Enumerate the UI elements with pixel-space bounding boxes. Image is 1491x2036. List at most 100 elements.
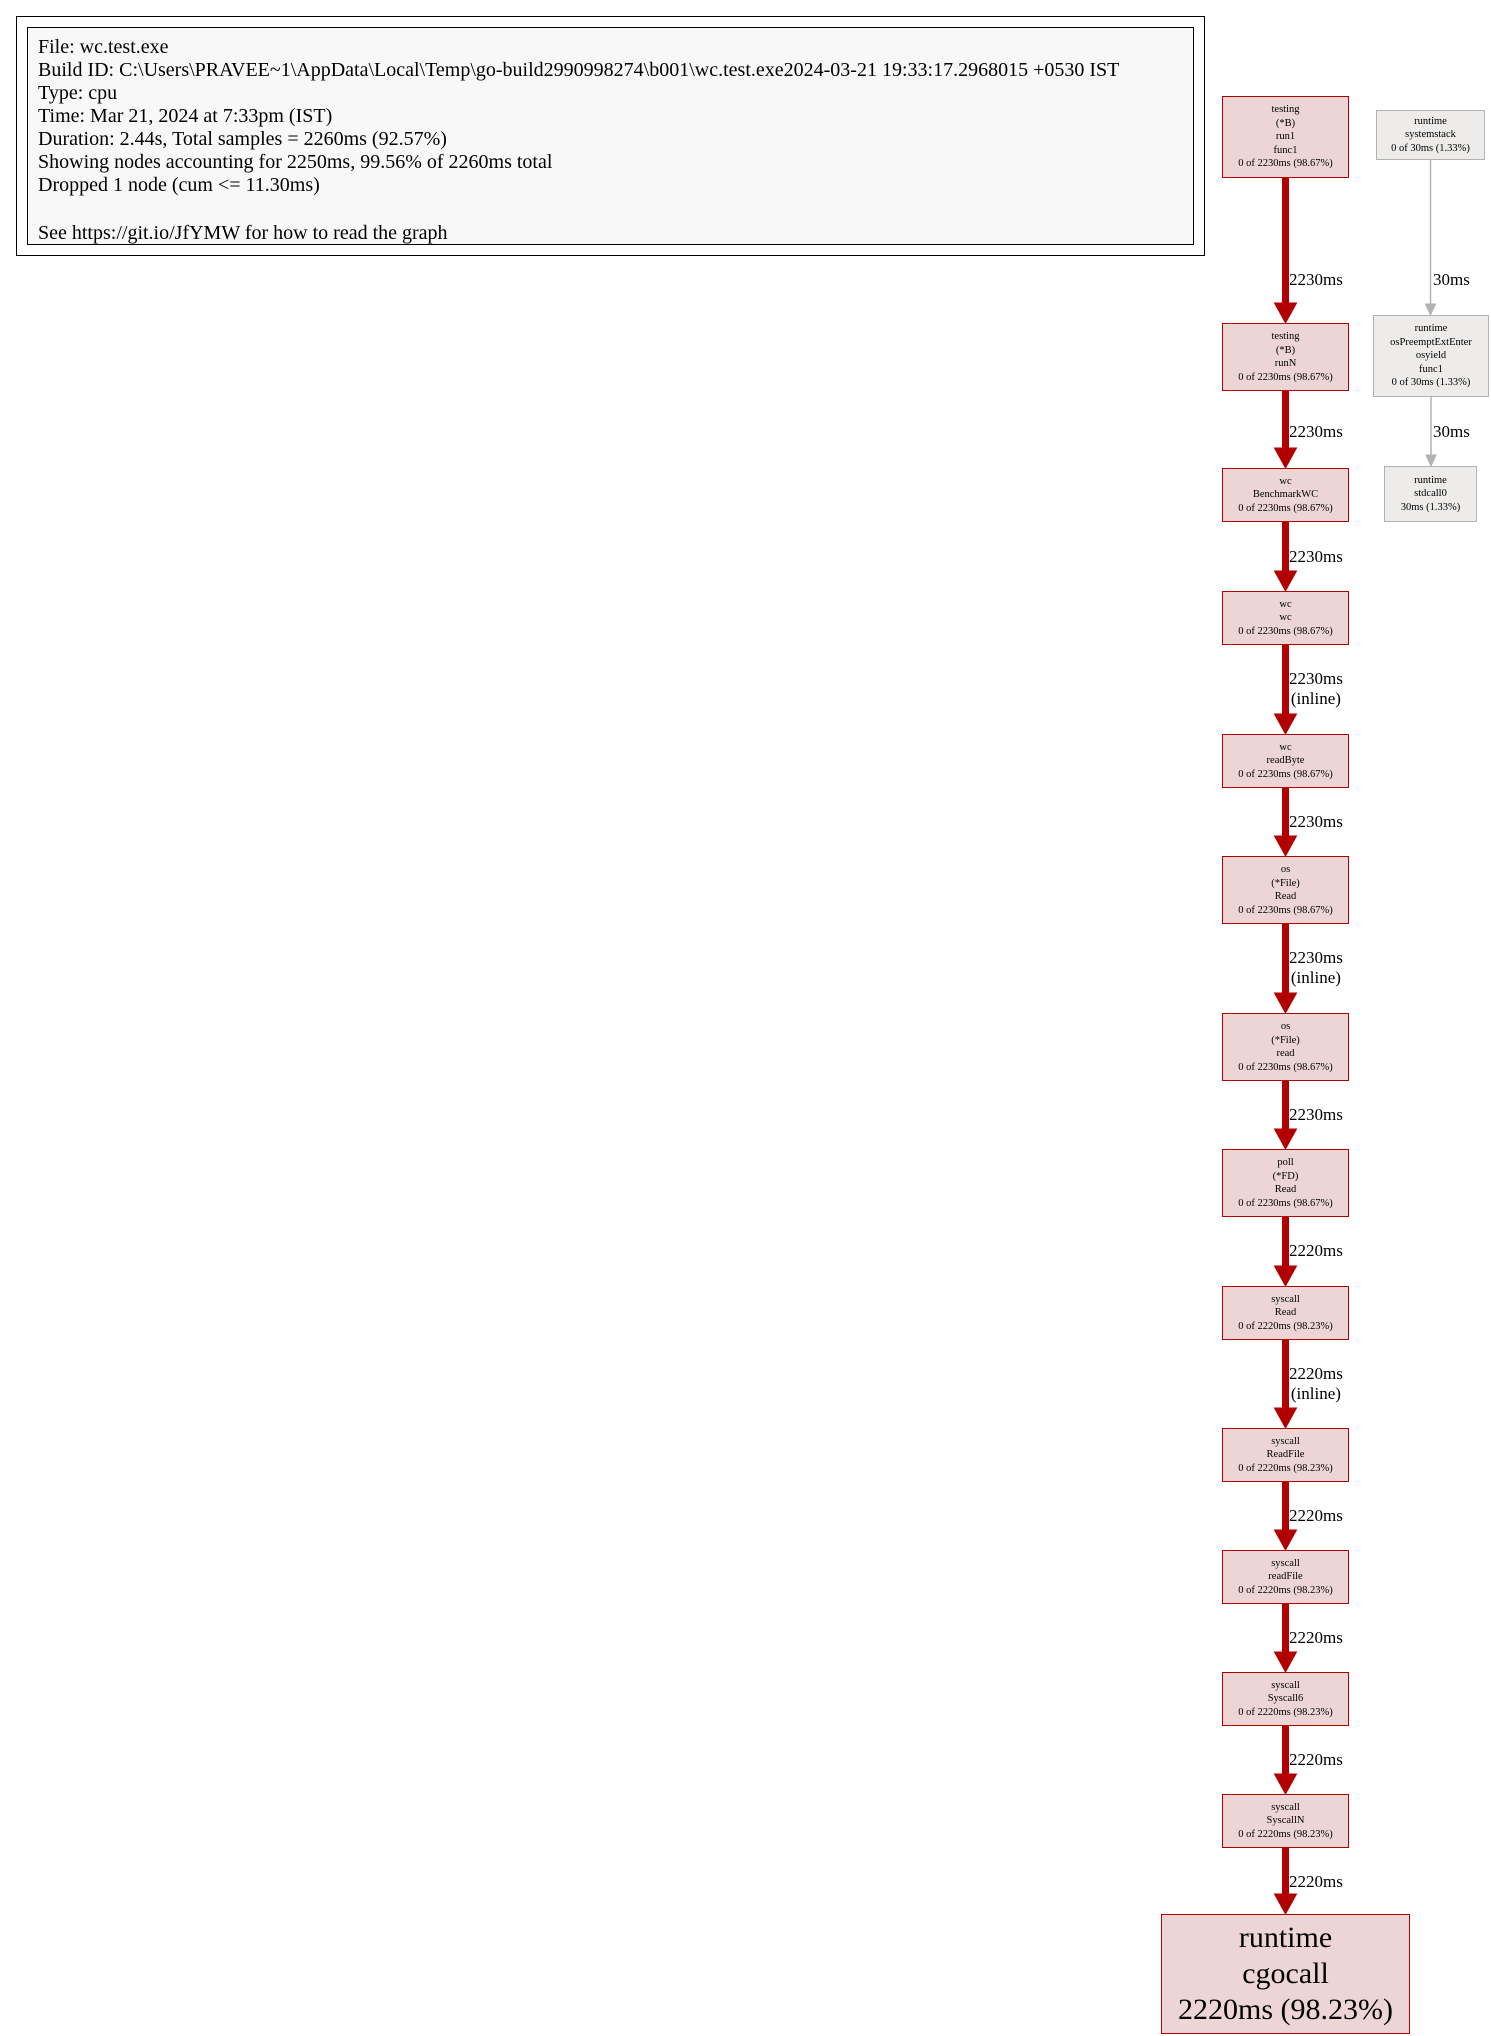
node-label-line: readByte <box>1266 755 1305 767</box>
edge-label-line: 2230ms <box>1289 669 1343 688</box>
edge-label: 2220ms <box>1289 1750 1343 1770</box>
edge-arrowhead <box>1273 1651 1298 1674</box>
edge-arrow <box>1424 160 1437 317</box>
node-label-line: systemstack <box>1405 129 1456 141</box>
node-label-line: 0 of 2230ms (98.67%) <box>1238 625 1333 637</box>
edge-arrow <box>1425 397 1437 468</box>
node-label-line: syscall <box>1271 1293 1300 1305</box>
node-label-line: runtime <box>1414 474 1447 486</box>
legend-showing-nodes: Showing nodes accounting for 2250ms, 99.… <box>38 151 553 173</box>
edge-arrow <box>1273 1482 1298 1552</box>
edge-arrow <box>1273 924 1298 1015</box>
edge-arrow <box>1273 178 1298 325</box>
edge-arrow <box>1273 1848 1298 1916</box>
node-label-line: syscall <box>1271 1435 1300 1447</box>
node-label-line: stdcall0 <box>1414 488 1447 500</box>
legend-time: Time: Mar 21, 2024 at 7:33pm (IST) <box>38 105 333 127</box>
edge-arrow <box>1273 1604 1298 1674</box>
node-label-line: Read <box>1274 891 1297 902</box>
edge-label: 2230ms (inline) <box>1289 948 1343 988</box>
edge-label: 2230ms <box>1289 547 1343 567</box>
legend-dropped: Dropped 1 node (cum <= 11.30ms) <box>38 174 320 196</box>
node-label-line: syscall <box>1271 1557 1300 1569</box>
graph-node: testing (*B) runN 0 of 2230ms (98.67%) <box>1222 323 1349 391</box>
node-label-line: wc <box>1279 475 1292 487</box>
edge-arrow <box>1273 1726 1298 1796</box>
node-label-line: 0 of 30ms (1.33%) <box>1391 142 1470 154</box>
node-label-line: 0 of 2220ms (98.23%) <box>1238 1828 1333 1840</box>
edge-label-line: 2220ms <box>1289 1628 1343 1647</box>
edge-label-line: 2230ms <box>1289 547 1343 566</box>
node-label-line: wc <box>1279 741 1292 753</box>
edge-arrowhead <box>1273 1529 1298 1552</box>
node-label-line: BenchmarkWC <box>1252 489 1319 501</box>
graph-node: runtime systemstack 0 of 30ms (1.33%) <box>1376 110 1485 160</box>
legend-help-link: See https://git.io/JfYMW for how to read… <box>38 222 448 244</box>
edge-arrow <box>1273 1217 1298 1288</box>
graph-node: syscall readFile 0 of 2220ms (98.23%) <box>1222 1550 1349 1604</box>
edge-label-line: (inline) <box>1290 968 1341 987</box>
edge-label-line: 2220ms <box>1289 1241 1343 1260</box>
graph-node: runtime osPreemptExtEnter osyield func1 0 of… <box>1373 315 1489 397</box>
node-label-line: 0 of 2220ms (98.23%) <box>1238 1584 1333 1596</box>
node-label-line: (*B) <box>1275 344 1296 356</box>
graph-node: syscall SyscallN 0 of 2220ms (98.23%) <box>1222 1794 1349 1848</box>
node-label-line: (*File) <box>1271 1034 1300 1046</box>
graph-node: os (*File) Read 0 of 2230ms (98.67%) <box>1222 856 1349 924</box>
edge-label: 2230ms <box>1289 812 1343 832</box>
edge-arrow <box>1273 522 1298 593</box>
edge-arrow <box>1273 391 1298 470</box>
node-label-line: 0 of 2230ms (98.67%) <box>1238 371 1333 383</box>
node-label-line: runtime <box>1414 323 1448 335</box>
graph-node: runtime cgocall 2220ms (98.23%) <box>1161 1914 1410 2034</box>
graph-node: syscall ReadFile 0 of 2220ms (98.23%) <box>1222 1428 1349 1482</box>
node-label-line: run1 <box>1275 131 1296 143</box>
graph-node: os (*File) read 0 of 2230ms (98.67%) <box>1222 1013 1349 1081</box>
edge-label-line: 2230ms <box>1289 948 1343 967</box>
edge-label-line: 30ms <box>1433 422 1470 441</box>
graph-node: wc readByte 0 of 2230ms (98.67%) <box>1222 734 1349 788</box>
node-label-line: 0 of 2230ms (98.67%) <box>1238 1197 1333 1209</box>
node-label-line: 0 of 2230ms (98.67%) <box>1238 502 1333 514</box>
node-label-line: 0 of 2220ms (98.23%) <box>1238 1462 1333 1474</box>
node-label-line: 30ms (1.33%) <box>1400 501 1461 513</box>
node-label-line: SyscallN <box>1266 1815 1305 1827</box>
node-label-line: (*FD) <box>1272 1170 1299 1182</box>
edge-label: 2220ms (inline) <box>1289 1364 1343 1404</box>
node-label-line: syscall <box>1271 1801 1300 1813</box>
edge-label-line: 2230ms <box>1289 1105 1343 1124</box>
legend-file: File: wc.test.exe <box>38 36 169 58</box>
node-label-line: Read <box>1274 1184 1297 1195</box>
node-label-line: Read <box>1274 1307 1297 1319</box>
node-label-line: 0 of 2230ms (98.67%) <box>1238 768 1333 780</box>
node-label-line: testing <box>1271 104 1300 116</box>
node-label-line: wc <box>1279 612 1292 624</box>
node-label-line: wc <box>1279 598 1292 610</box>
edge-label-line: 2220ms <box>1289 1750 1343 1769</box>
node-label-line: 0 of 30ms (1.33%) <box>1391 377 1471 389</box>
graph-node: syscall Read 0 of 2220ms (98.23%) <box>1222 1286 1349 1340</box>
edge-label: 2230ms <box>1289 422 1343 442</box>
node-label-line: runN <box>1274 358 1297 369</box>
edge-arrowhead <box>1425 454 1437 468</box>
legend-build-id: Build ID: C:\Users\PRAVEE~1\AppData\Loca… <box>38 59 1120 81</box>
edge-arrowhead <box>1273 713 1298 736</box>
node-label-line: poll <box>1277 1157 1294 1168</box>
edge-label: 2220ms <box>1289 1241 1343 1261</box>
edge-label: 2220ms <box>1289 1506 1343 1526</box>
node-label-line: (*File) <box>1271 877 1300 889</box>
legend-type: Type: cpu <box>38 82 118 104</box>
node-label-line: runtime <box>1238 1921 1333 1954</box>
edge-arrowhead <box>1273 1773 1298 1796</box>
node-label-line: syscall <box>1271 1679 1300 1691</box>
edge-label-line: 2230ms <box>1289 422 1343 441</box>
node-label-line: read <box>1276 1048 1295 1059</box>
node-label-line: osyield <box>1415 350 1447 362</box>
edge-arrowhead <box>1273 447 1298 470</box>
node-label-line: 0 of 2230ms (98.67%) <box>1238 904 1333 916</box>
profile-legend: File: wc.test.exe Build ID: C:\Users\PRA… <box>16 16 1205 256</box>
edge-arrowhead <box>1424 303 1437 317</box>
node-label-line: runtime <box>1414 115 1447 127</box>
edge-arrow <box>1273 1340 1298 1430</box>
